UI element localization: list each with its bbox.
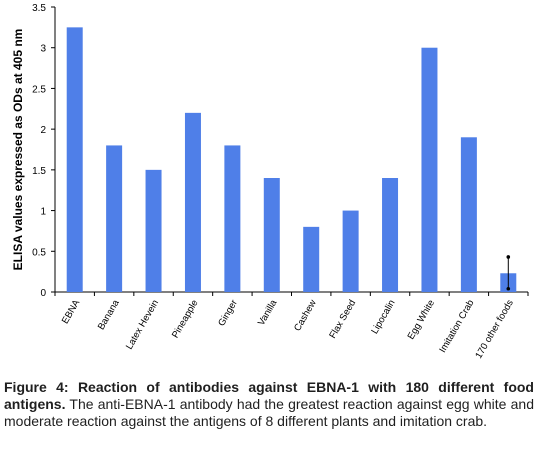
y-axis-title: ELISA values expressed as ODs at 405 nm (11, 29, 25, 271)
x-category-label: EBNA (60, 297, 83, 325)
x-category-label: Banana (96, 297, 122, 331)
bar (263, 178, 280, 292)
y-tick-label: 3 (40, 44, 46, 55)
y-tick-label: 3.5 (32, 3, 46, 14)
x-category-label: Cashew (292, 298, 319, 333)
x-category-label: 170 other foods (473, 298, 516, 361)
bar (224, 145, 241, 292)
x-category-label: Flax Seed (327, 298, 358, 341)
bar-chart: 0 0.5 1 1.5 2 2.5 3 3.5 ELISA values expressed a… (11, 3, 529, 361)
y-tick-label: 2.5 (32, 84, 46, 95)
bar (382, 178, 399, 292)
bar (145, 169, 162, 292)
bar (342, 210, 359, 292)
x-category-label: Lipocalin (369, 298, 397, 336)
bar (303, 226, 320, 292)
x-category-label: Egg White (406, 298, 437, 341)
bar (66, 27, 83, 292)
error-bar-cap-low (506, 286, 511, 291)
x-category-label: Pineapple (170, 298, 201, 340)
figure-caption: Figure 4: Reaction of antibodies against… (4, 379, 534, 430)
caption-title: Figure 4: Reaction of antibodies against… (4, 379, 534, 412)
y-tick-label: 1 (40, 207, 46, 218)
bar (421, 47, 438, 292)
chart-svg: 0 0.5 1 1.5 2 2.5 3 3.5 ELISA values expressed a… (11, 3, 529, 361)
bar (106, 145, 123, 292)
y-tick-label: 0 (40, 288, 46, 299)
y-tick-label: 2 (40, 125, 46, 136)
y-tick-label: 1.5 (32, 166, 46, 177)
x-category-label: Ginger (216, 298, 240, 328)
x-category-label: Latex Hevein (124, 298, 161, 352)
error-bar-cap-high (506, 255, 511, 259)
bar (460, 137, 477, 292)
bar (184, 112, 201, 292)
caption-text: The anti-EBNA-1 antibody had the greates… (4, 396, 534, 429)
x-category-label: Imitation Crab (437, 298, 476, 355)
x-category-label: Vanilla (256, 297, 280, 327)
y-tick-label: 0.5 (32, 247, 46, 258)
